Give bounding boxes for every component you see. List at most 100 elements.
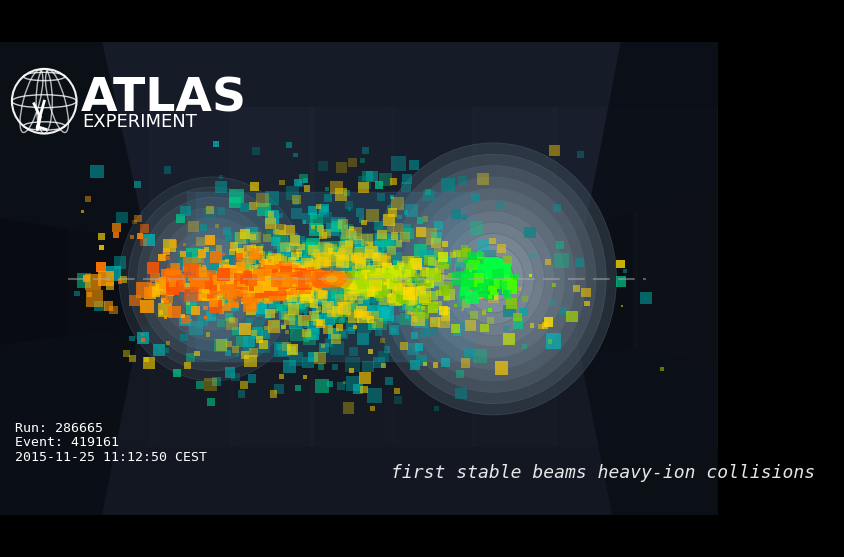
Bar (149, 107, 234, 447)
Bar (337, 277, 344, 284)
Bar (360, 279, 367, 286)
Bar (301, 281, 310, 290)
Bar (317, 279, 322, 284)
Bar (316, 273, 319, 276)
Bar (443, 275, 447, 279)
Bar (290, 208, 302, 219)
Bar (328, 277, 333, 281)
Bar (425, 276, 431, 281)
Bar (163, 240, 176, 252)
Bar (298, 278, 306, 286)
Bar (350, 245, 360, 254)
Bar (303, 281, 307, 285)
Bar (215, 297, 224, 306)
Bar (490, 262, 499, 270)
Bar (264, 264, 267, 266)
Bar (309, 277, 314, 281)
Bar (326, 304, 331, 308)
Bar (274, 309, 278, 313)
Bar (370, 406, 376, 412)
Bar (210, 275, 219, 285)
Bar (181, 314, 185, 318)
Bar (318, 277, 323, 283)
Bar (306, 276, 314, 284)
Bar (300, 287, 314, 301)
Bar (304, 272, 310, 278)
Bar (336, 278, 339, 282)
Bar (225, 285, 230, 290)
Bar (302, 240, 313, 251)
Bar (277, 281, 288, 291)
Bar (379, 282, 384, 287)
Bar (169, 306, 181, 319)
Bar (254, 280, 262, 289)
Bar (308, 245, 318, 255)
Bar (161, 281, 174, 294)
Bar (174, 280, 178, 284)
Bar (277, 304, 286, 314)
Bar (254, 284, 265, 295)
Bar (318, 253, 332, 266)
Bar (486, 263, 494, 271)
Bar (295, 277, 301, 284)
Bar (345, 357, 360, 372)
Bar (544, 317, 554, 326)
Bar (196, 192, 468, 362)
Bar (270, 272, 283, 285)
Bar (141, 334, 143, 336)
Bar (296, 286, 306, 296)
Bar (307, 275, 316, 284)
Bar (262, 272, 268, 276)
Bar (297, 271, 302, 277)
Bar (285, 271, 297, 282)
Bar (291, 301, 296, 306)
Bar (376, 282, 382, 289)
Bar (293, 285, 300, 293)
Bar (77, 273, 90, 287)
Bar (332, 277, 336, 281)
Bar (387, 276, 390, 280)
Bar (270, 390, 278, 398)
Bar (381, 363, 386, 368)
Bar (409, 360, 419, 370)
Bar (273, 273, 277, 277)
Bar (267, 268, 271, 273)
Bar (484, 278, 492, 287)
Bar (330, 277, 333, 280)
Bar (208, 398, 215, 406)
Bar (308, 277, 315, 284)
Bar (338, 287, 348, 297)
Bar (307, 276, 313, 283)
Bar (279, 344, 290, 356)
Bar (413, 284, 418, 289)
Bar (302, 293, 306, 297)
Bar (282, 255, 295, 268)
Bar (355, 269, 360, 274)
Bar (403, 224, 411, 233)
Bar (279, 272, 292, 286)
Bar (328, 275, 337, 284)
Bar (478, 284, 488, 294)
Bar (268, 277, 281, 289)
Bar (90, 165, 104, 178)
Bar (311, 259, 317, 265)
Bar (366, 170, 377, 182)
Bar (308, 282, 322, 297)
Bar (251, 182, 259, 191)
Ellipse shape (411, 188, 576, 370)
Bar (200, 224, 207, 231)
Bar (419, 250, 432, 263)
Bar (344, 225, 348, 229)
Bar (295, 270, 306, 282)
Bar (304, 185, 311, 192)
Bar (208, 274, 217, 282)
Bar (272, 290, 282, 300)
Bar (266, 276, 279, 289)
Bar (311, 276, 316, 282)
Bar (243, 248, 246, 251)
Bar (294, 268, 304, 278)
Bar (297, 181, 304, 187)
Bar (348, 297, 359, 309)
Bar (322, 275, 331, 283)
Bar (469, 221, 484, 235)
